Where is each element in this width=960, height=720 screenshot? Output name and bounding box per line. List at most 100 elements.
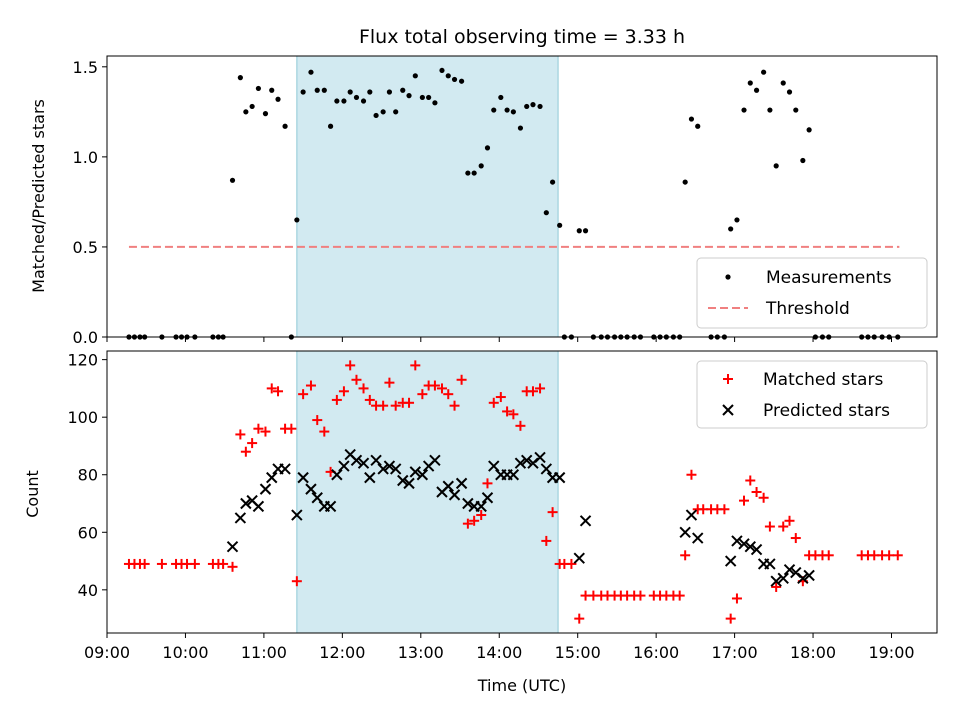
matched-star-marker xyxy=(488,397,499,408)
measurement-point xyxy=(741,107,747,113)
predicted-star-marker xyxy=(448,489,461,501)
predicted-star-marker xyxy=(770,575,782,587)
measurement-point xyxy=(688,116,695,122)
x-tick-label: 12:00 xyxy=(319,643,365,662)
measurement-point xyxy=(275,96,281,102)
measurement-point xyxy=(471,170,477,176)
measurement-point xyxy=(373,112,379,119)
measurement-point xyxy=(734,217,740,223)
x-tick-label: 17:00 xyxy=(712,643,758,662)
predicted-star-marker xyxy=(364,471,376,484)
predicted-star-marker xyxy=(507,469,520,481)
predicted-star-marker xyxy=(692,532,704,544)
measurement-point xyxy=(504,107,510,113)
matched-star-marker xyxy=(508,409,519,420)
measurement-point xyxy=(767,107,773,113)
matched-star-marker xyxy=(635,590,646,601)
predicted-star-marker xyxy=(331,469,343,481)
predicted-star-markers xyxy=(226,448,815,587)
measurement-point xyxy=(800,157,806,164)
predicted-star-marker xyxy=(252,500,265,513)
measurement-point xyxy=(458,78,465,84)
measurement-point xyxy=(510,109,516,115)
measurement-point xyxy=(386,89,393,95)
matched-star-marker xyxy=(260,426,271,437)
x-tick-label: 10:00 xyxy=(162,643,208,662)
predicted-star-marker xyxy=(226,540,239,553)
measurement-point xyxy=(451,76,458,83)
matched-star-marker xyxy=(235,429,246,440)
legend-frame xyxy=(696,257,928,329)
predicted-star-marker xyxy=(731,535,743,547)
x-tick-label: 11:00 xyxy=(241,643,287,662)
matched-star-marker xyxy=(574,613,585,624)
matched-star-marker xyxy=(469,515,480,526)
matched-star-marker xyxy=(680,550,691,561)
matched-star-marker xyxy=(312,415,323,426)
matched-star-marker xyxy=(823,550,834,561)
predicted-star-marker xyxy=(297,471,309,484)
predicted-star-marker xyxy=(370,454,382,467)
chart-title: Flux total observing time = 3.33 h xyxy=(359,26,685,48)
bottom-y-tick-label: 40 xyxy=(78,581,98,600)
matched-star-marker xyxy=(745,475,756,486)
matched-star-marker xyxy=(884,550,895,561)
matched-star-marker xyxy=(358,383,369,394)
measurement-point xyxy=(367,89,373,95)
predicted-star-marker xyxy=(429,454,441,467)
predicted-star-marker xyxy=(724,555,737,567)
matched-star-marker xyxy=(338,386,349,397)
predicted-star-marker xyxy=(350,454,363,467)
predicted-star-marker xyxy=(750,543,763,556)
bottom-observing-window xyxy=(296,350,559,634)
predicted-star-marker xyxy=(397,474,409,487)
predicted-star-marker xyxy=(579,515,592,527)
matched-star-marker xyxy=(240,446,251,457)
measurement-point xyxy=(465,170,471,176)
matched-star-marker xyxy=(378,400,389,411)
measurement-point xyxy=(793,107,799,113)
predicted-star-marker xyxy=(305,483,317,495)
measurement-point xyxy=(524,103,530,110)
matched-star-marker xyxy=(482,478,493,489)
measurement-point xyxy=(557,222,563,228)
legend-matched-marker xyxy=(723,374,733,384)
bottom-y-tick-label: 60 xyxy=(78,523,98,542)
predicted-star-marker xyxy=(553,471,566,484)
measurement-point xyxy=(543,210,549,216)
legend-frame xyxy=(696,360,928,429)
measurement-point xyxy=(582,228,589,234)
matched-star-marker xyxy=(502,406,513,417)
predicted-star-marker xyxy=(481,492,494,504)
top-y-tick-label: 0.5 xyxy=(73,238,98,257)
top-y-tick-label: 1.5 xyxy=(73,58,98,77)
matched-star-marker xyxy=(404,397,415,408)
measurement-point xyxy=(334,98,340,104)
measurement-point xyxy=(419,94,425,101)
top-legend: Measurements Threshold xyxy=(696,257,928,329)
measurement-point xyxy=(412,73,418,79)
measurement-point xyxy=(255,85,262,92)
x-axis-label: Time (UTC) xyxy=(477,676,566,695)
x-tick-label: 13:00 xyxy=(398,643,444,662)
matched-star-marker xyxy=(751,487,762,497)
measurement-point xyxy=(249,103,255,110)
measurement-point xyxy=(393,109,399,115)
matched-star-marker xyxy=(790,533,801,544)
measurement-point xyxy=(537,103,543,110)
predicted-star-marker xyxy=(797,572,809,585)
measurement-point xyxy=(426,94,432,101)
matched-star-marker xyxy=(674,590,685,601)
predicted-star-marker xyxy=(764,558,776,570)
predicted-star-marker xyxy=(377,463,389,475)
measurement-point xyxy=(549,179,556,185)
bottom-legend: Matched stars Predicted stars xyxy=(696,360,928,429)
measurement-point xyxy=(229,177,236,183)
legend-predicted-marker xyxy=(722,404,734,416)
measurement-point xyxy=(773,163,779,169)
predicted-star-marker xyxy=(259,483,272,495)
bottom-y-tick-label: 120 xyxy=(67,351,98,370)
predicted-star-marker xyxy=(383,460,396,472)
matched-star-marker xyxy=(253,423,264,434)
